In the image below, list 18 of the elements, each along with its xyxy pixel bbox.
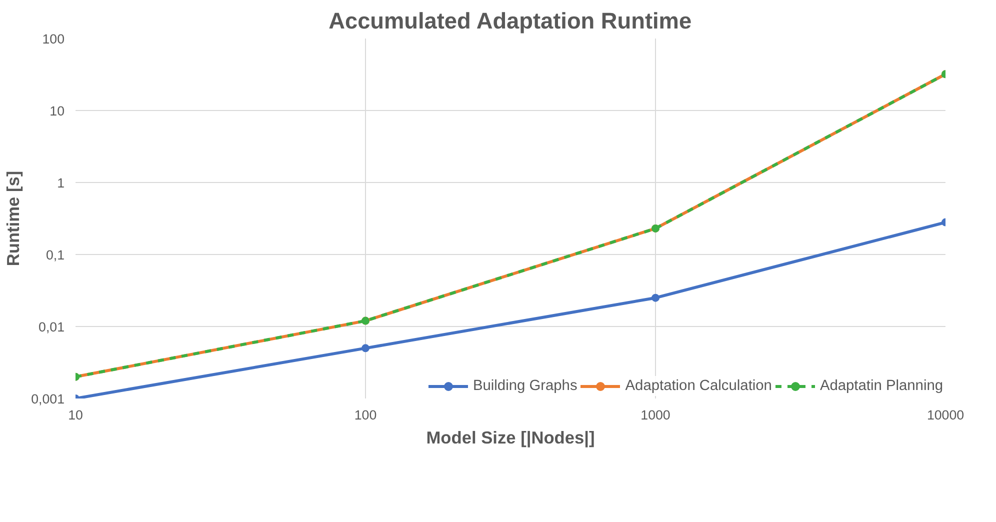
y-tick-label: 1: [57, 176, 65, 190]
y-tick-label: 0,01: [38, 320, 65, 334]
y-tick-label: 0,001: [31, 392, 65, 406]
y-tick-label: 100: [42, 32, 65, 46]
point: [652, 294, 660, 302]
point: [362, 344, 370, 352]
y-tick-label: 10: [50, 104, 65, 118]
x-tick-label: 10000: [926, 408, 964, 422]
legend-label: Adaptation Calculation: [625, 378, 772, 394]
legend-label: Adaptatin Planning: [820, 378, 943, 394]
x-tick-label: 100: [354, 408, 377, 422]
x-tick-label: 1000: [640, 408, 670, 422]
x-tick-label: 10: [68, 408, 83, 422]
chart-title: Accumulated Adaptation Runtime: [328, 8, 692, 34]
x-axis-title: Model Size [|Nodes|]: [426, 428, 595, 448]
y-axis-title: Runtime [s]: [3, 170, 24, 266]
legend-label: Building Graphs: [472, 378, 578, 394]
y-tick-label: 0,1: [46, 248, 65, 262]
